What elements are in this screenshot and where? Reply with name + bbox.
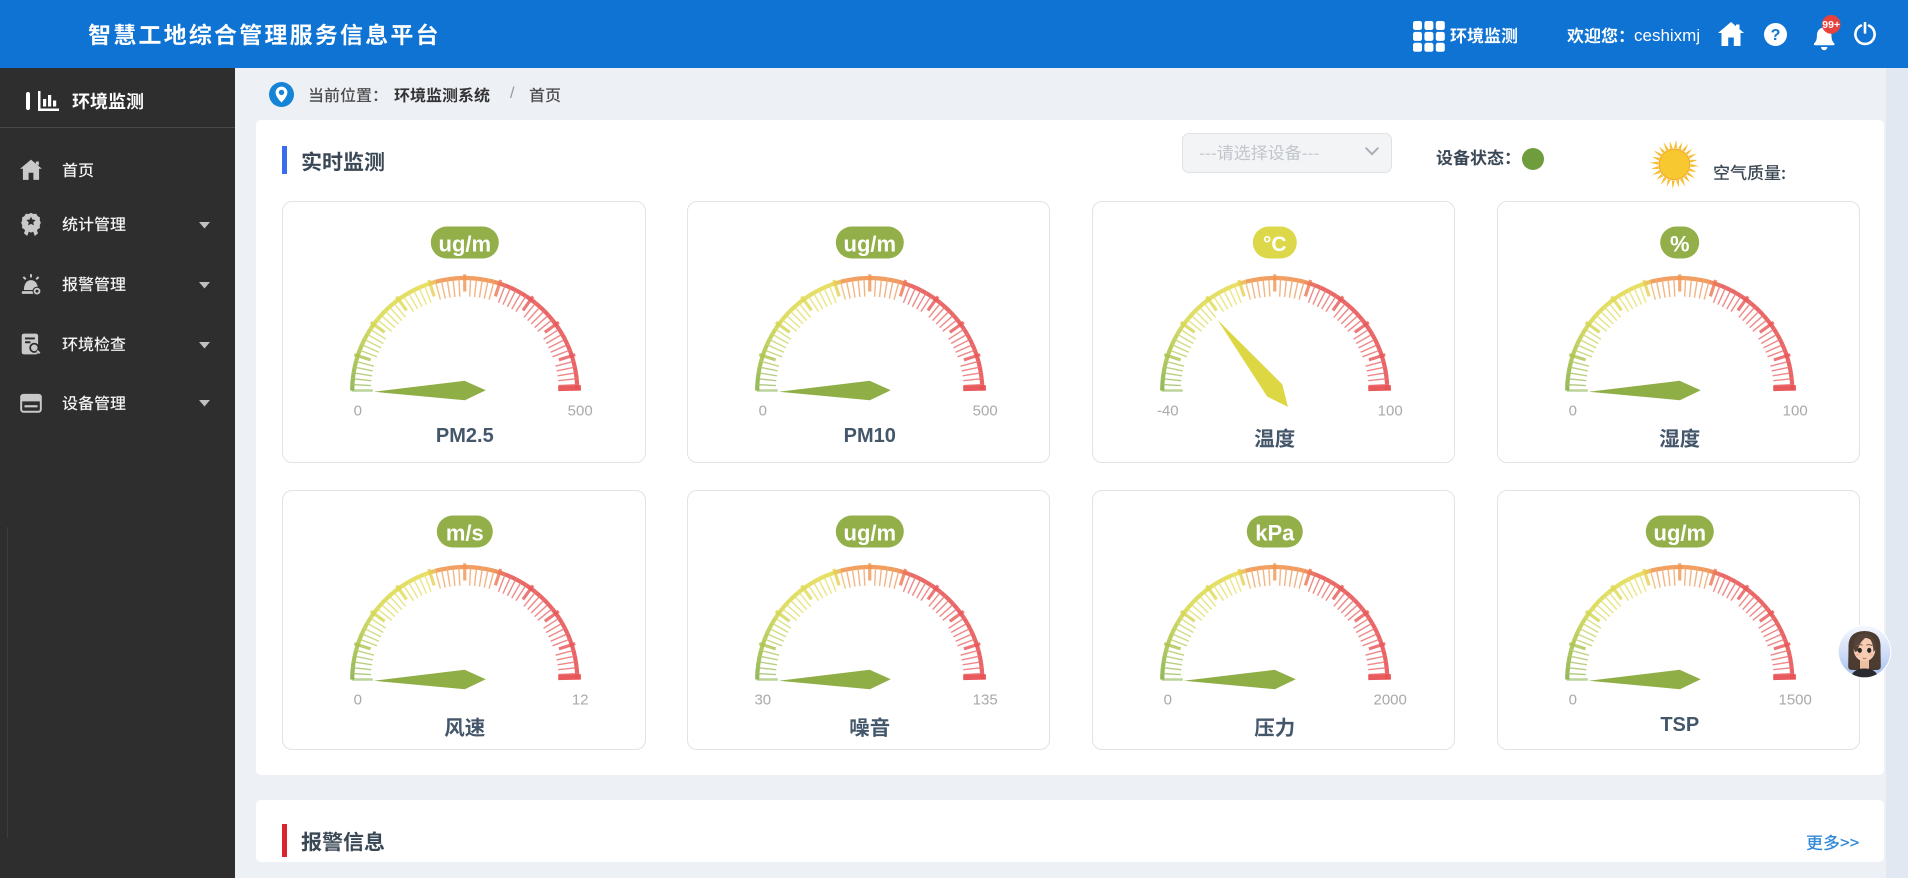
svg-text:2000: 2000: [1373, 691, 1406, 708]
svg-text:0: 0: [354, 403, 362, 420]
svg-text:m/s: m/s: [446, 520, 484, 545]
svg-text:500: 500: [568, 403, 593, 420]
svg-text:100: 100: [1782, 403, 1807, 420]
svg-text:°C: °C: [1263, 233, 1287, 256]
svg-text:?: ?: [1771, 27, 1781, 44]
svg-text:PM10: PM10: [843, 425, 895, 447]
svg-text:12: 12: [572, 691, 589, 708]
svg-text:TSP: TSP: [1660, 714, 1699, 736]
svg-text:1500: 1500: [1778, 691, 1811, 708]
svg-text:ug/m: ug/m: [439, 231, 492, 256]
svg-text:30: 30: [754, 691, 771, 708]
svg-text:100: 100: [1377, 403, 1402, 420]
svg-text:kPa: kPa: [1255, 520, 1295, 545]
svg-text:%: %: [1670, 231, 1690, 256]
svg-text:ug/m: ug/m: [843, 520, 896, 545]
svg-text:0: 0: [1568, 403, 1576, 420]
svg-text:500: 500: [972, 403, 997, 420]
svg-text:0: 0: [1568, 691, 1576, 708]
svg-text:PM2.5: PM2.5: [436, 425, 494, 447]
svg-text:-40: -40: [1156, 403, 1178, 420]
svg-text:99+: 99+: [1822, 19, 1840, 31]
svg-text:ug/m: ug/m: [1653, 520, 1706, 545]
svg-text:0: 0: [1163, 691, 1171, 708]
svg-text:0: 0: [354, 691, 362, 708]
svg-text:0: 0: [758, 403, 766, 420]
svg-text:ug/m: ug/m: [843, 231, 896, 256]
svg-text:135: 135: [972, 691, 997, 708]
